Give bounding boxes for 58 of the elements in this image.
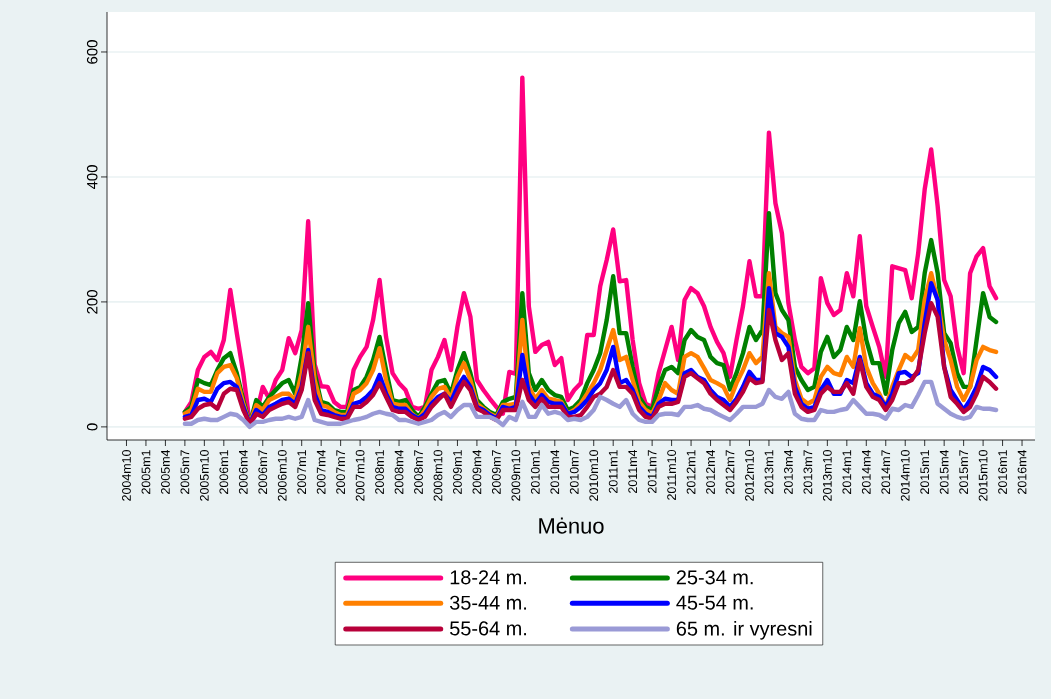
x-tick-label: 2011m7 <box>647 450 657 493</box>
legend-label: 45-54 m. <box>676 595 753 610</box>
x-tick-label: 2005m1 <box>141 450 151 494</box>
x-tick-label: 2009m10 <box>511 450 521 501</box>
x-tick-label: 2011m1 <box>608 450 618 493</box>
x-tick-label: 2013m7 <box>803 450 813 494</box>
x-tick-label: 2008m10 <box>433 450 443 501</box>
x-tick-label: 2014m10 <box>900 450 910 501</box>
legend-label: 55-64 m. <box>450 621 526 636</box>
x-tick-label: 2014m4 <box>861 449 871 494</box>
legend-label: 25-34 m. <box>676 570 753 585</box>
y-tick-label: 400 <box>86 165 98 190</box>
x-tick-label: 2004m10 <box>122 450 131 501</box>
y-tick-label: 0 <box>86 423 98 431</box>
x-axis-title: Mėnuo <box>539 517 604 534</box>
x-tick-label: 2013m10 <box>822 450 832 501</box>
x-tick-label: 2009m4 <box>472 449 482 494</box>
x-tick-label: 2008m7 <box>414 450 423 494</box>
x-tick-label: 2007m7 <box>336 450 346 494</box>
x-tick-label: 2015m10 <box>978 450 988 501</box>
x-tick-label: 2011m10 <box>667 450 677 500</box>
x-tick-label: 2005m7 <box>180 450 190 494</box>
x-tick-label: 2014m1 <box>842 450 852 494</box>
x-tick-label: 2012m10 <box>745 450 754 501</box>
x-tick-label: 2006m10 <box>277 450 287 501</box>
x-tick-label: 2012m4 <box>706 449 715 494</box>
x-tick-label: 2014m7 <box>881 450 891 494</box>
x-tick-label: 2006m7 <box>258 450 268 494</box>
x-tick-label: 2005m4 <box>161 449 170 494</box>
x-tick-label: 2009m7 <box>491 450 501 494</box>
x-tick-label: 2006m1 <box>219 450 229 494</box>
x-tick-label: 2016m1 <box>998 450 1007 494</box>
x-tick-label: 2010m10 <box>589 450 599 501</box>
x-tick-label: 2015m7 <box>959 450 969 494</box>
legend-label: 35-44 m. <box>449 595 526 610</box>
x-tick-label: 2007m10 <box>355 450 365 501</box>
x-tick-label: 2012m7 <box>725 450 735 494</box>
x-tick-label: 2013m4 <box>784 449 793 494</box>
x-tick-label: 2009m1 <box>453 450 462 494</box>
x-tick-label: 2010m4 <box>550 449 560 494</box>
x-tick-label: 2011m4 <box>628 449 638 493</box>
x-tick-label: 2007m4 <box>316 449 326 494</box>
x-tick-label: 2008m4 <box>394 449 404 494</box>
x-tick-label: 2013m1 <box>764 450 774 494</box>
x-tick-label: 2010m7 <box>569 450 579 494</box>
legend-label: 18-24 m. <box>450 570 526 585</box>
y-tick-label: 600 <box>86 40 98 64</box>
x-tick-label: 2012m1 <box>686 450 696 494</box>
x-tick-label: 2005m10 <box>199 450 209 501</box>
x-tick-label: 2016m4 <box>1017 449 1027 494</box>
x-tick-label: 2008m1 <box>375 450 384 494</box>
legend-label: 65 m. ir vyresni <box>676 621 812 640</box>
x-tick-label: 2015m1 <box>920 450 930 494</box>
x-tick-label: 2006m4 <box>238 449 248 494</box>
x-tick-label: 2010m1 <box>530 450 540 494</box>
x-tick-label: 2007m1 <box>297 450 307 494</box>
y-tick-label: 200 <box>86 290 98 314</box>
x-tick-label: 2015m4 <box>939 449 949 494</box>
